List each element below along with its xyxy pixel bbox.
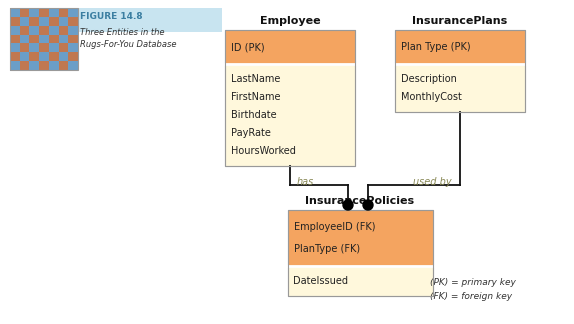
Text: EmployeeID (FK): EmployeeID (FK) [293,222,375,232]
FancyBboxPatch shape [10,35,20,44]
FancyBboxPatch shape [68,52,79,62]
FancyBboxPatch shape [49,61,59,71]
FancyBboxPatch shape [49,52,59,62]
FancyBboxPatch shape [10,52,20,62]
Text: FirstName: FirstName [231,92,281,102]
FancyBboxPatch shape [29,61,40,71]
Text: Rugs-For-You Database: Rugs-For-You Database [80,40,176,49]
FancyBboxPatch shape [29,17,40,26]
FancyBboxPatch shape [68,17,79,26]
FancyBboxPatch shape [39,26,49,35]
FancyBboxPatch shape [29,35,40,44]
FancyBboxPatch shape [59,35,69,44]
Text: InsurancePlans: InsurancePlans [412,16,507,26]
FancyBboxPatch shape [395,30,525,64]
FancyBboxPatch shape [49,26,59,35]
FancyBboxPatch shape [10,26,20,35]
Text: has: has [296,177,313,187]
FancyBboxPatch shape [59,61,69,71]
FancyBboxPatch shape [39,61,49,71]
FancyBboxPatch shape [29,52,40,62]
FancyBboxPatch shape [39,17,49,26]
Text: HoursWorked: HoursWorked [231,146,296,156]
FancyBboxPatch shape [10,61,20,71]
FancyBboxPatch shape [68,43,79,53]
Text: Birthdate: Birthdate [231,110,277,120]
Text: LastName: LastName [231,74,280,84]
FancyBboxPatch shape [20,8,30,17]
FancyBboxPatch shape [68,35,79,44]
FancyBboxPatch shape [59,8,69,17]
FancyBboxPatch shape [49,8,59,17]
FancyBboxPatch shape [10,43,20,53]
Text: InsurancePolicies: InsurancePolicies [305,196,414,206]
FancyBboxPatch shape [68,8,79,17]
Text: MonthlyCost: MonthlyCost [401,92,462,102]
FancyBboxPatch shape [49,43,59,53]
Text: Description: Description [401,74,457,84]
Circle shape [343,200,353,210]
FancyBboxPatch shape [20,61,30,71]
FancyBboxPatch shape [29,43,40,53]
FancyBboxPatch shape [49,17,59,26]
FancyBboxPatch shape [29,8,40,17]
Text: FIGURE 14.8: FIGURE 14.8 [80,12,142,21]
FancyBboxPatch shape [10,17,20,26]
FancyBboxPatch shape [39,43,49,53]
Text: ID (PK): ID (PK) [231,42,265,52]
FancyBboxPatch shape [225,64,355,166]
FancyBboxPatch shape [20,43,30,53]
Circle shape [363,200,373,210]
FancyBboxPatch shape [29,26,40,35]
Text: (PK) = primary key: (PK) = primary key [430,278,516,287]
FancyBboxPatch shape [68,61,79,71]
FancyBboxPatch shape [39,35,49,44]
FancyBboxPatch shape [49,35,59,44]
FancyBboxPatch shape [288,266,432,296]
Text: PlanType (FK): PlanType (FK) [293,244,360,254]
FancyBboxPatch shape [39,8,49,17]
FancyBboxPatch shape [78,8,222,31]
FancyBboxPatch shape [20,35,30,44]
Text: DateIssued: DateIssued [293,276,348,286]
FancyBboxPatch shape [225,30,355,64]
FancyBboxPatch shape [59,26,69,35]
Text: (FK) = foreign key: (FK) = foreign key [430,292,512,301]
FancyBboxPatch shape [59,43,69,53]
FancyBboxPatch shape [395,64,525,112]
FancyBboxPatch shape [288,210,432,266]
FancyBboxPatch shape [20,52,30,62]
FancyBboxPatch shape [20,26,30,35]
Text: used by: used by [413,177,451,187]
FancyBboxPatch shape [68,26,79,35]
FancyBboxPatch shape [10,8,20,17]
Text: Plan Type (PK): Plan Type (PK) [401,42,471,52]
Text: Employee: Employee [259,16,320,26]
FancyBboxPatch shape [39,52,49,62]
FancyBboxPatch shape [59,52,69,62]
FancyBboxPatch shape [59,17,69,26]
Text: Three Entities in the: Three Entities in the [80,28,165,37]
FancyBboxPatch shape [20,17,30,26]
Text: PayRate: PayRate [231,128,271,138]
